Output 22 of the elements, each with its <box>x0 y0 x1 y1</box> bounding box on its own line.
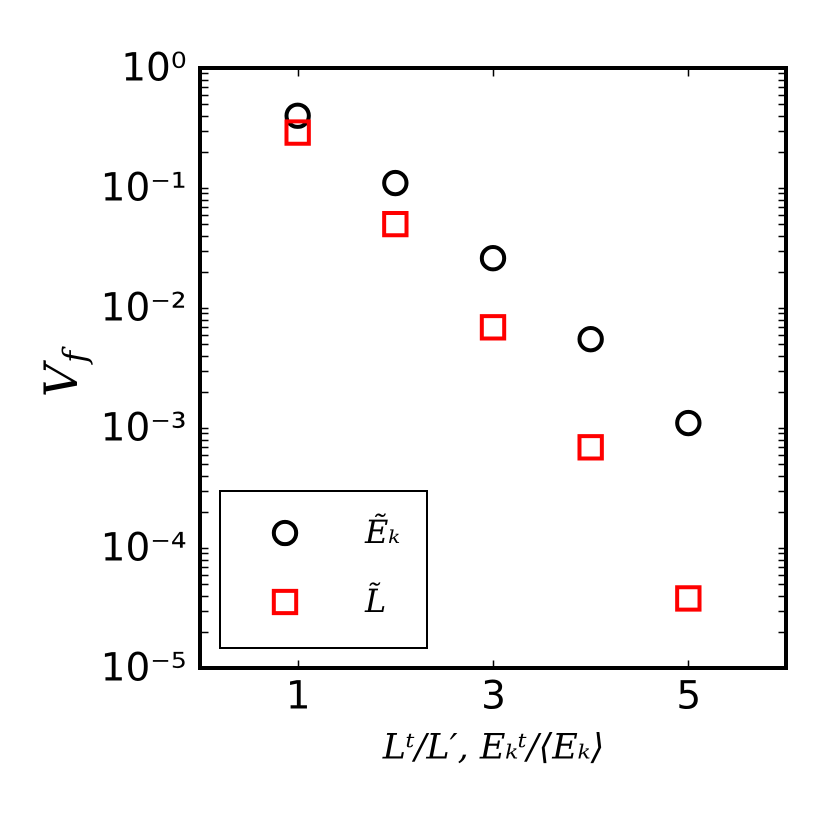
point <box>577 434 604 461</box>
legend-label: Ẽₖ <box>364 513 400 551</box>
y-tick-label: 10⁻¹ <box>100 166 186 210</box>
y-tick-label: 10⁻² <box>100 286 186 330</box>
y-tick-label: 10⁻⁴ <box>100 526 186 570</box>
point <box>577 326 604 352</box>
point <box>675 585 702 612</box>
y-tick-label: 10⁻³ <box>100 406 186 450</box>
point <box>382 210 409 238</box>
point <box>480 314 506 341</box>
x-tick-label: 1 <box>286 674 311 718</box>
point <box>480 245 506 272</box>
y-tick-label: 10⁰ <box>121 46 186 90</box>
point <box>382 170 409 196</box>
legend-label: L̃ <box>364 582 386 620</box>
point <box>284 119 311 146</box>
y-axis-title: Vf <box>34 346 94 398</box>
x-tick-label: 5 <box>676 674 702 718</box>
x-axis-title: Lᵗ/L′, Eₖᵗ/⟨Eₖ⟩ <box>382 728 604 768</box>
y-tick-label: 10⁻⁵ <box>100 646 186 690</box>
point <box>675 410 702 436</box>
x-tick-label: 3 <box>481 674 506 718</box>
